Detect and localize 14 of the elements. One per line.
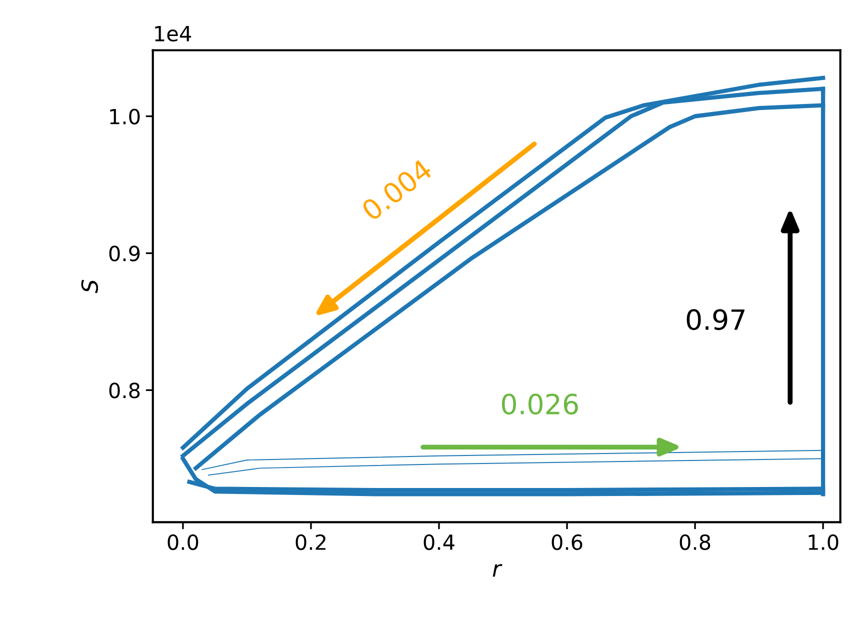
x-tick-label: 1.0: [808, 534, 838, 550]
x-tick-label: 0.2: [296, 534, 326, 550]
text: 1e4: [155, 26, 192, 42]
x-tick-label: 0.6: [552, 534, 582, 550]
y-tick-label: 1.0: [110, 108, 140, 124]
x-tick-label: 0.0: [168, 534, 198, 550]
x-tick-label: 0.4: [424, 534, 454, 550]
annotation: 0.026: [502, 394, 578, 415]
y-axis-title: S: [81, 280, 98, 294]
annotation: 0.97: [686, 309, 744, 330]
y-tick-label: 0.8: [109, 382, 140, 398]
y-tick-label: 0.9: [109, 246, 140, 262]
x-tick-label: 0.8: [680, 534, 710, 550]
x-axis-title: r: [492, 564, 502, 577]
